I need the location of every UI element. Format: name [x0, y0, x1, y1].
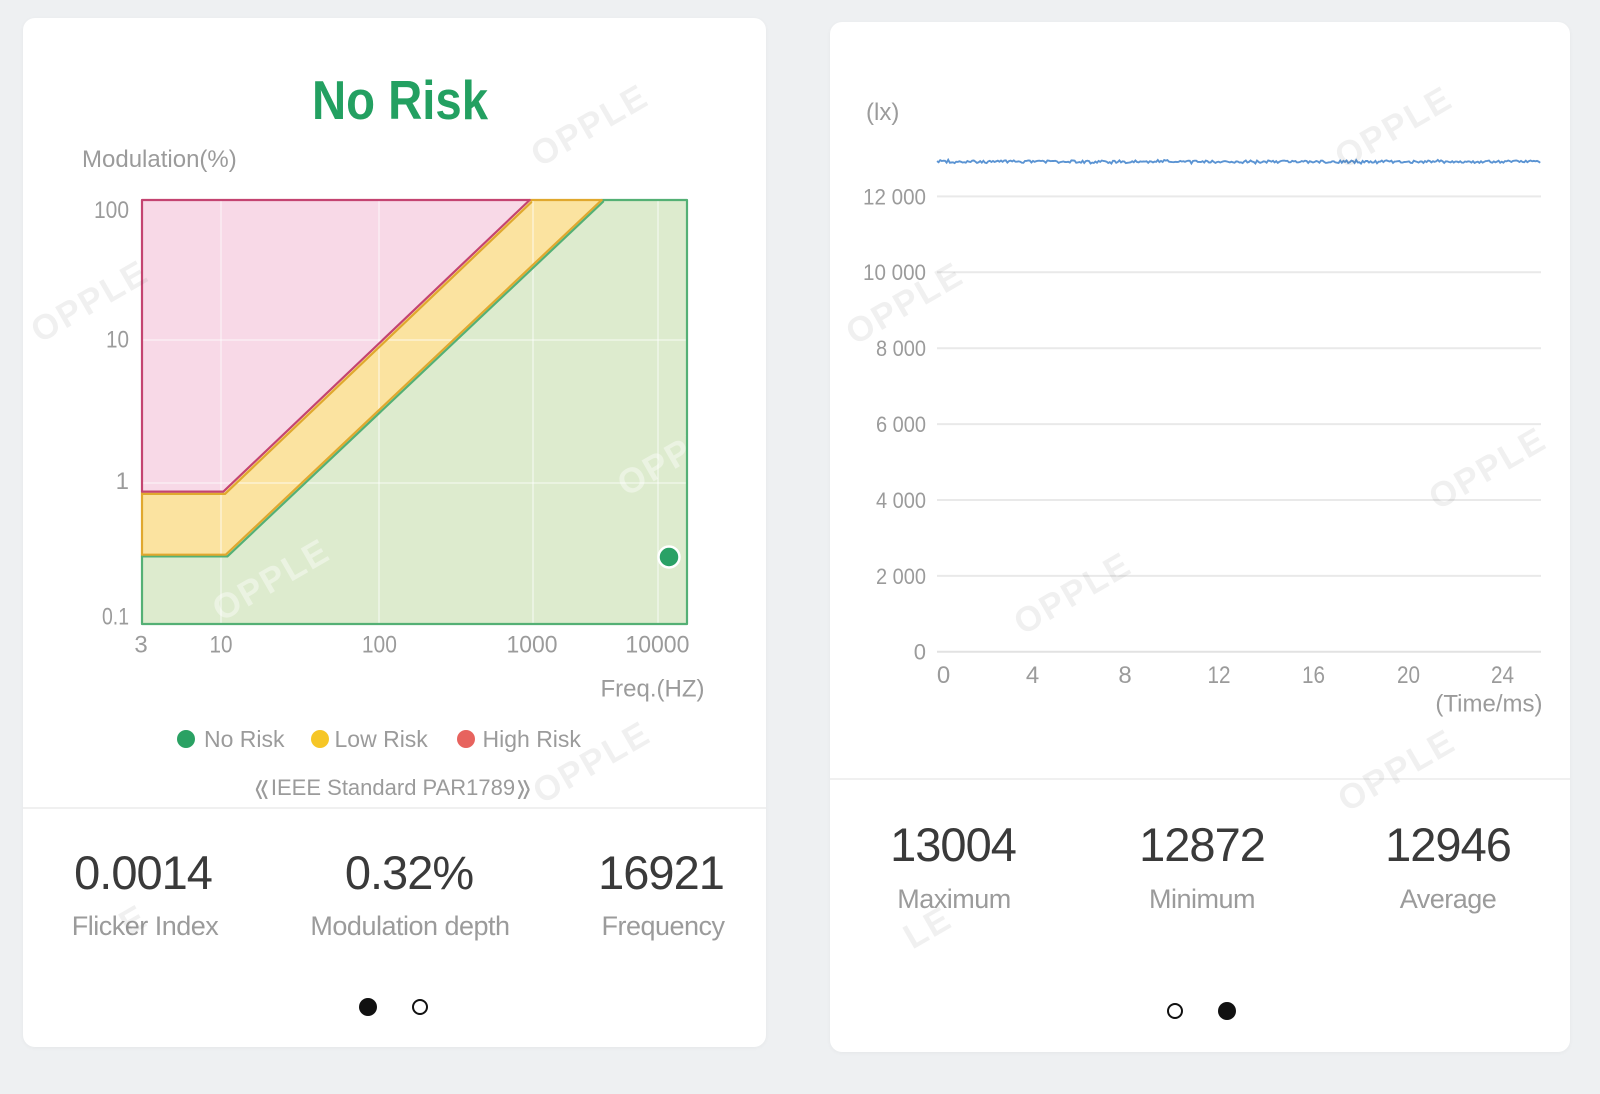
svg-text:8 000: 8 000	[876, 336, 926, 361]
svg-text:0.1: 0.1	[102, 604, 129, 631]
svg-text:8: 8	[1118, 662, 1131, 689]
svg-text:10000: 10000	[625, 632, 689, 659]
svg-text:(Time/ms): (Time/ms)	[1435, 691, 1542, 718]
svg-text:12: 12	[1208, 662, 1231, 689]
svg-text:1000: 1000	[507, 632, 558, 659]
svg-text:3: 3	[134, 632, 147, 659]
svg-text:4: 4	[1026, 662, 1039, 689]
svg-text:10: 10	[210, 632, 233, 659]
svg-text:6 000: 6 000	[876, 412, 926, 437]
svg-text:2 000: 2 000	[876, 564, 926, 589]
svg-text:24: 24	[1491, 662, 1514, 689]
svg-text:1: 1	[116, 468, 129, 495]
svg-text:0: 0	[914, 640, 926, 665]
svg-text:0: 0	[937, 662, 950, 689]
svg-text:100: 100	[94, 197, 129, 224]
svg-text:16: 16	[1302, 662, 1325, 689]
svg-text:100: 100	[362, 632, 397, 659]
svg-text:10 000: 10 000	[863, 260, 926, 285]
svg-text:20: 20	[1397, 662, 1420, 689]
svg-text:10: 10	[106, 327, 129, 354]
svg-text:4 000: 4 000	[876, 488, 926, 513]
svg-text:Freq.(HZ): Freq.(HZ)	[601, 675, 705, 702]
svg-text:12 000: 12 000	[863, 184, 926, 209]
